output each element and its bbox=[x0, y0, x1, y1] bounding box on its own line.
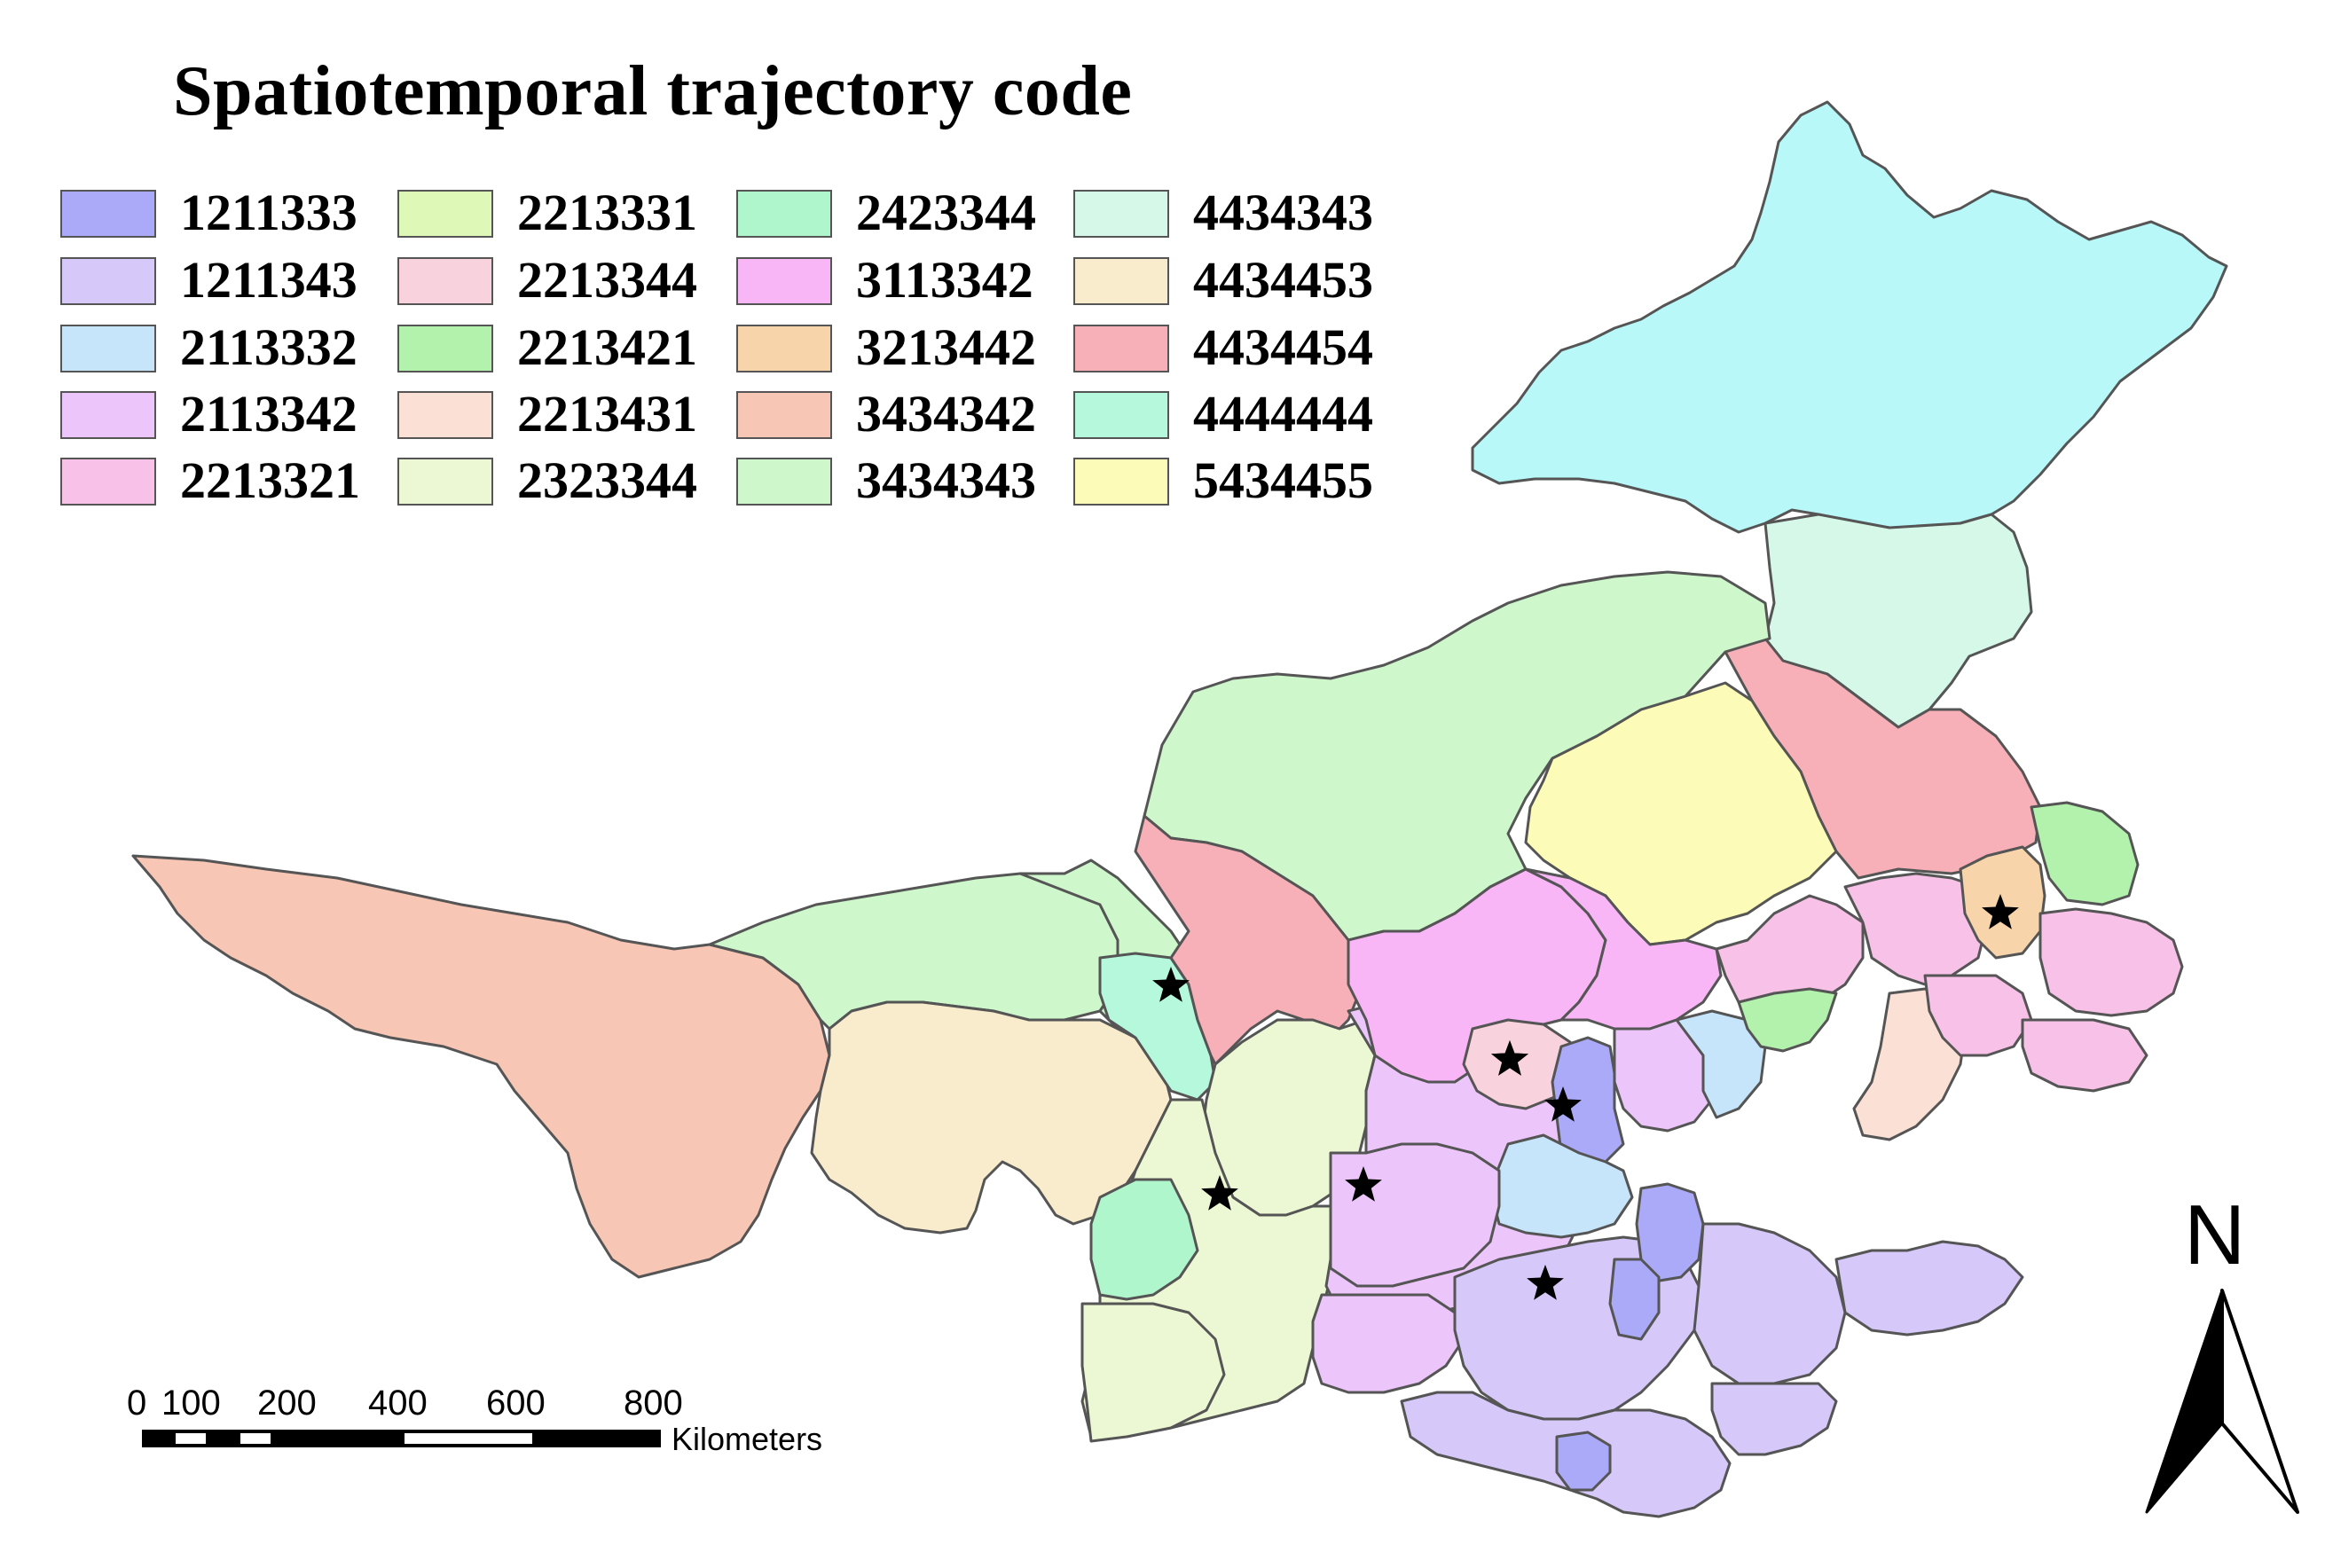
legend-swatch bbox=[397, 257, 493, 305]
region-tieling bbox=[2030, 801, 2140, 906]
legend-label: 2113332 bbox=[180, 318, 357, 376]
north-arrow: N bbox=[2145, 1188, 2299, 1514]
legend-label: 2213321 bbox=[180, 451, 360, 509]
north-arrow-right-half bbox=[2220, 1289, 2299, 1514]
legend-label: 3434343 bbox=[856, 451, 1036, 509]
legend-swatch bbox=[397, 190, 493, 238]
scale-bar-segment bbox=[176, 1433, 206, 1444]
legend-swatch bbox=[736, 257, 832, 305]
city-star-marker bbox=[1491, 1040, 1528, 1076]
legend-swatch bbox=[60, 458, 156, 506]
region-shandong-central bbox=[1693, 1222, 1847, 1385]
scale-bar-segment bbox=[405, 1433, 532, 1444]
scale-bar: 0 100 200 400 600 800 Kilometers bbox=[127, 1384, 822, 1457]
region-fushun bbox=[2038, 907, 2184, 1017]
legend-label: 2213431 bbox=[517, 385, 697, 443]
scale-tick-200: 200 bbox=[257, 1384, 317, 1423]
legend-swatch bbox=[397, 391, 493, 439]
legend-label: 4434343 bbox=[1193, 184, 1373, 241]
region-bayannur bbox=[708, 872, 1119, 1031]
city-star-marker bbox=[1201, 1175, 1238, 1211]
region-handan bbox=[1311, 1293, 1465, 1394]
region-shandong-east bbox=[1834, 1240, 2024, 1337]
region-luliang bbox=[1089, 1178, 1199, 1301]
legend-swatch bbox=[736, 391, 832, 439]
city-star-marker bbox=[1982, 894, 2019, 929]
legend-label: 2213331 bbox=[517, 184, 697, 241]
region-jinzhou bbox=[1737, 987, 1838, 1053]
legend-label: 3213442 bbox=[856, 318, 1036, 376]
city-star-marker bbox=[1544, 1086, 1582, 1122]
legend-label: 3113342 bbox=[856, 251, 1033, 309]
legend-swatch bbox=[1073, 325, 1169, 372]
city-star-marker bbox=[1345, 1166, 1382, 1202]
region-binzhou bbox=[1635, 1182, 1705, 1283]
scale-tick-100: 100 bbox=[161, 1384, 221, 1423]
scale-tick-800: 800 bbox=[624, 1384, 683, 1423]
legend-label: 5434455 bbox=[1193, 451, 1373, 509]
legend-label: 4444444 bbox=[1193, 385, 1373, 443]
region-linfen bbox=[1080, 1302, 1226, 1443]
legend-swatch bbox=[736, 458, 832, 506]
legend-swatch bbox=[736, 190, 832, 238]
scale-unit: Kilometers bbox=[672, 1421, 822, 1457]
region-qinhuangdao bbox=[1675, 1009, 1767, 1119]
legend-label: 4434453 bbox=[1193, 251, 1373, 309]
legend-label: 2113342 bbox=[180, 385, 357, 443]
map-title: Spatiotemporal trajectory code bbox=[173, 52, 1133, 130]
legend: 1211333 1211343 2113332 2113342 2213321 22133… bbox=[60, 184, 1418, 523]
legend-swatch bbox=[397, 325, 493, 372]
scale-bar-segment bbox=[240, 1433, 271, 1444]
legend-swatch bbox=[60, 391, 156, 439]
legend-swatch bbox=[1073, 257, 1169, 305]
legend-label: 2213344 bbox=[517, 251, 697, 309]
legend-swatch bbox=[60, 190, 156, 238]
legend-label: 4434454 bbox=[1193, 318, 1373, 376]
region-ordos bbox=[810, 1000, 1173, 1235]
legend-swatch bbox=[736, 325, 832, 372]
scale-bar-frame bbox=[142, 1430, 661, 1447]
legend-label: 3434342 bbox=[856, 385, 1036, 443]
legend-label: 1211343 bbox=[180, 251, 357, 309]
region-tangshan bbox=[1613, 1018, 1718, 1133]
region-zaozhuang bbox=[1555, 1431, 1612, 1492]
region-northeast-hulunbuir bbox=[1471, 100, 2228, 534]
region-alxa bbox=[131, 854, 831, 1279]
legend-swatch bbox=[1073, 458, 1169, 506]
legend-swatch bbox=[60, 325, 156, 372]
region-cangzhou bbox=[1488, 1133, 1634, 1239]
region-dandong bbox=[2021, 1018, 2148, 1093]
region-anshan bbox=[1923, 974, 2033, 1057]
region-chifeng bbox=[1524, 681, 1838, 946]
north-label: N bbox=[2184, 1188, 2245, 1282]
region-ulanqab bbox=[1134, 814, 1368, 1066]
legend-label: 2213421 bbox=[517, 318, 697, 376]
region-zibo bbox=[1608, 1258, 1661, 1341]
region-linyi bbox=[1710, 1382, 1838, 1456]
legend-swatch bbox=[1073, 391, 1169, 439]
legend-swatch bbox=[1073, 190, 1169, 238]
city-star-marker bbox=[1152, 967, 1190, 1002]
scale-tick-400: 400 bbox=[368, 1384, 428, 1423]
north-arrow-left-half bbox=[2145, 1289, 2224, 1514]
legend-label: 1211333 bbox=[180, 184, 357, 241]
legend-swatch bbox=[60, 257, 156, 305]
legend-swatch bbox=[397, 458, 493, 506]
scale-tick-600: 600 bbox=[486, 1384, 546, 1423]
legend-label: 2323344 bbox=[517, 451, 697, 509]
scale-tick-0: 0 bbox=[127, 1384, 146, 1423]
legend-label: 2423344 bbox=[856, 184, 1036, 241]
city-star-marker bbox=[1527, 1265, 1564, 1300]
city-markers bbox=[1152, 894, 2019, 1300]
region-liaoning-mid bbox=[1843, 872, 1989, 986]
